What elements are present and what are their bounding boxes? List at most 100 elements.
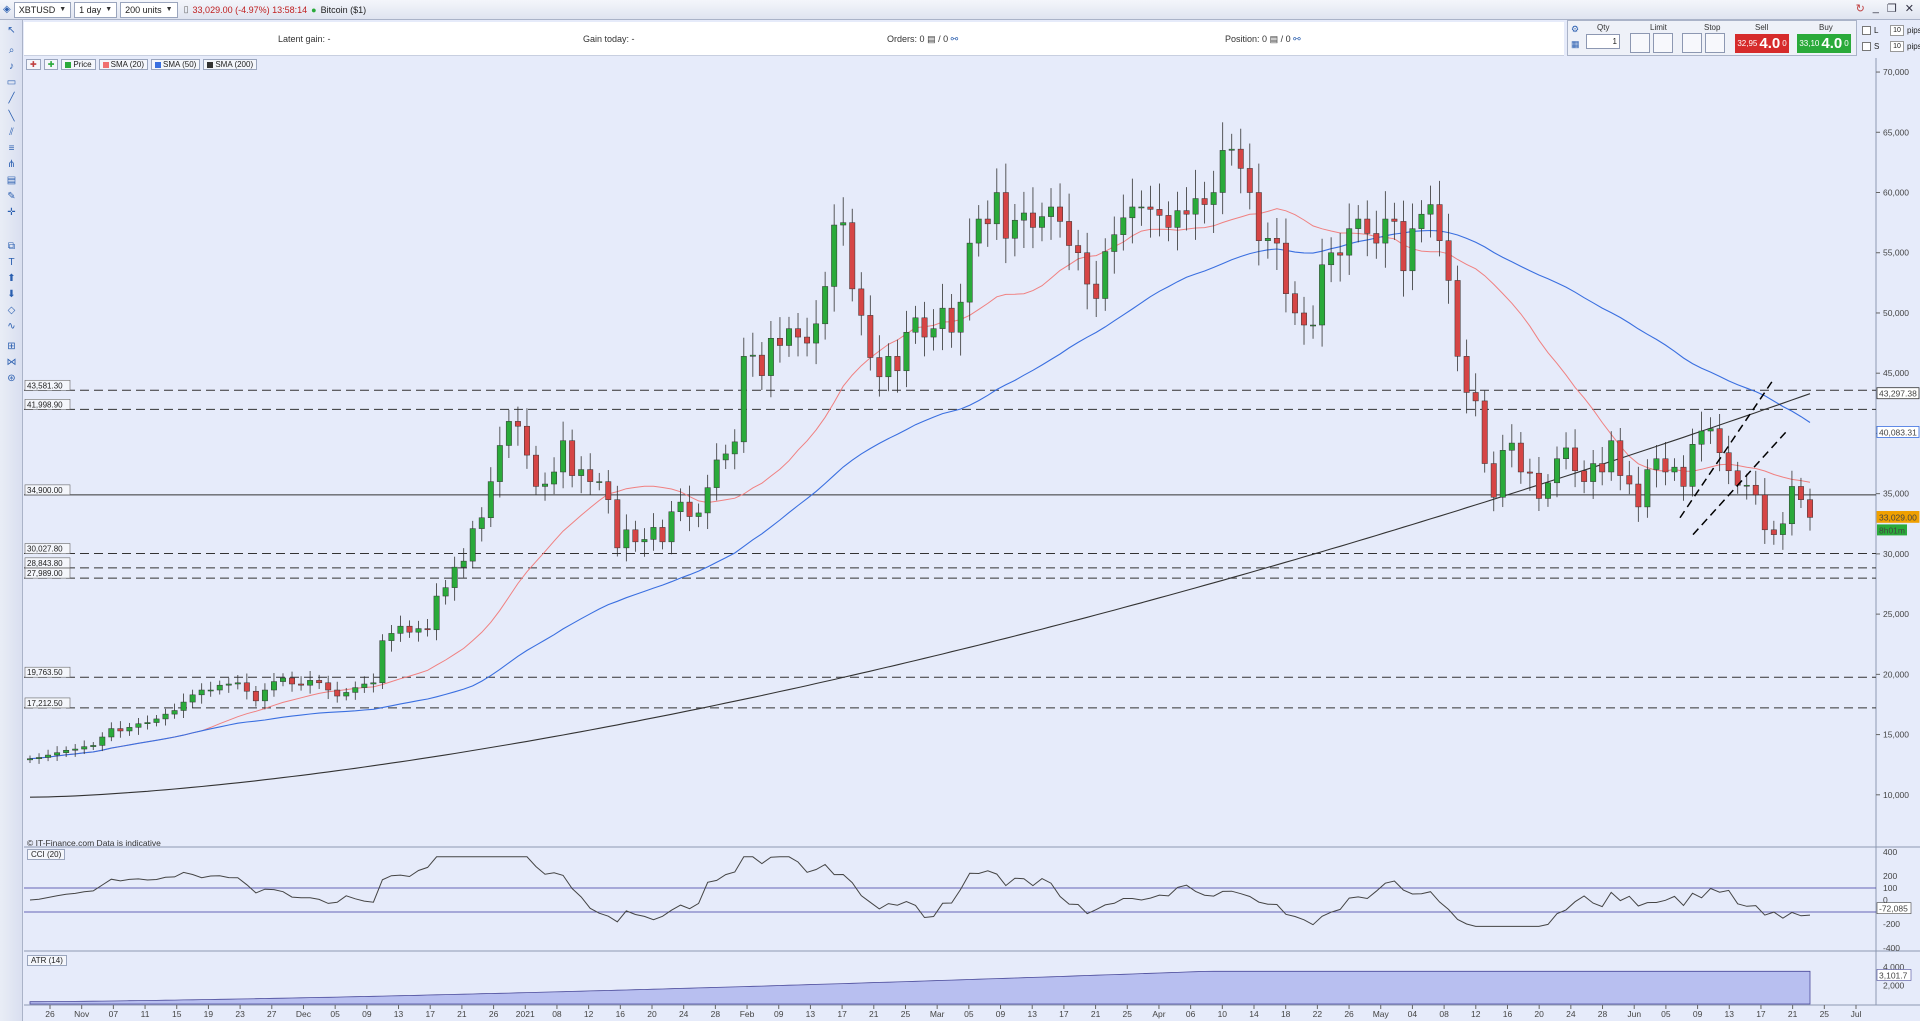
account-info-row: Latent gain: - Gain today: - Orders: 0 ▤… xyxy=(24,22,1564,56)
legend-price[interactable]: Price xyxy=(61,59,96,70)
y-tick-label: 25,000 xyxy=(1883,609,1909,619)
position-value: 0 xyxy=(1262,34,1268,44)
pitchfork-icon[interactable]: ⋔ xyxy=(7,159,16,170)
l-checkbox[interactable] xyxy=(1862,25,1871,35)
minimize-icon[interactable]: _ xyxy=(1872,2,1879,14)
orders-link-icon[interactable]: ⚯ xyxy=(950,34,959,44)
candle-up xyxy=(271,681,277,691)
candle-down xyxy=(1165,215,1172,228)
candle-down xyxy=(569,440,576,476)
fibonacci-icon[interactable]: ≡ xyxy=(8,143,15,154)
candle-up xyxy=(930,328,937,338)
sma50-line xyxy=(29,229,1811,760)
orders-list-icon[interactable]: ▤ xyxy=(927,34,936,44)
candle-up xyxy=(397,625,404,634)
arrow-up-icon[interactable]: ⬆ xyxy=(7,273,16,284)
stop-sell-button[interactable] xyxy=(1705,33,1725,53)
limit-sell-button[interactable] xyxy=(1653,33,1673,53)
sell-button[interactable]: 32,95 4.0 0 xyxy=(1735,34,1789,53)
buy-label: Buy xyxy=(1819,23,1833,32)
x-tick-label: 20 xyxy=(1534,1009,1544,1019)
candle-up xyxy=(379,640,386,684)
s-pips-input[interactable]: 10 xyxy=(1890,40,1904,52)
channel-line xyxy=(1679,381,1773,519)
candle-up xyxy=(162,713,169,720)
zoom-icon[interactable]: ⌕ xyxy=(8,45,15,56)
price-tag-label: 43,297.38 xyxy=(1879,389,1917,399)
limit-buy-button[interactable] xyxy=(1630,33,1650,53)
qty-input[interactable]: 1 xyxy=(1586,34,1620,49)
x-tick-label: 17 xyxy=(425,1009,435,1019)
crosshair-icon[interactable]: ✛ xyxy=(7,207,16,218)
level-label-box xyxy=(24,666,71,678)
channel-icon[interactable]: ⫽ xyxy=(9,127,14,138)
buy-button[interactable]: 33,10 4.0 0 xyxy=(1797,34,1851,53)
candle-down xyxy=(776,338,783,346)
units-select[interactable]: 200 units ▼ xyxy=(120,1,178,18)
trade-settings-icon[interactable]: ⚙ xyxy=(1571,24,1580,34)
candle-up xyxy=(216,684,223,691)
pointer-icon[interactable]: ↖ xyxy=(7,25,16,36)
candle-down xyxy=(1472,392,1479,402)
x-tick-label: 27 xyxy=(267,1009,277,1019)
arrow-down-icon[interactable]: ⬇ xyxy=(7,289,16,300)
trendline-icon[interactable]: ╱ xyxy=(8,93,15,104)
restore-icon[interactable]: ❐ xyxy=(1886,3,1897,15)
level-label: 28,843.80 xyxy=(27,559,63,568)
chevron-down-icon: ▼ xyxy=(105,6,113,13)
text-icon[interactable]: T xyxy=(8,257,15,268)
chevron-down-icon: ▼ xyxy=(59,6,67,13)
shapes-icon[interactable]: ◇ xyxy=(7,305,16,316)
magnet-icon[interactable]: ⊛ xyxy=(7,373,16,384)
close-icon[interactable]: ✕ xyxy=(1904,3,1914,15)
legend-add-icon[interactable]: ✚ xyxy=(26,59,41,70)
candle-up xyxy=(1228,148,1235,151)
candle-down xyxy=(849,222,856,290)
pattern-icon[interactable]: ⋈ xyxy=(6,357,17,368)
position-slash: / 0 xyxy=(1280,34,1291,44)
x-tick-label: 05 xyxy=(330,1009,340,1019)
legend-swatch xyxy=(102,61,109,68)
copy-icon[interactable]: ⧉ xyxy=(7,241,16,252)
candle-up xyxy=(108,728,115,738)
position-link-icon[interactable]: ⚯ xyxy=(1293,34,1301,44)
ruler-icon[interactable]: ▭ xyxy=(6,77,17,88)
l-pips-input[interactable]: 10 xyxy=(1890,24,1904,36)
timeframe-select[interactable]: 1 day ▼ xyxy=(74,1,118,18)
atr-label[interactable]: ATR (14) xyxy=(27,955,67,966)
stop-buy-button[interactable] xyxy=(1682,33,1702,53)
cci-tick-label: -200 xyxy=(1883,919,1900,929)
position-label: Position: xyxy=(1225,34,1260,44)
candle-down xyxy=(614,499,621,549)
indicator-icon[interactable]: ⊞ xyxy=(7,341,16,352)
candle-down xyxy=(1517,442,1524,473)
candle-up xyxy=(1355,218,1362,229)
alert-bell-icon[interactable]: ♪ xyxy=(9,61,14,72)
legend-sma20[interactable]: SMA (20) xyxy=(98,59,148,70)
candle-up xyxy=(641,539,648,543)
pen-icon[interactable]: ✎ xyxy=(7,191,16,202)
legend-add-indicator-icon[interactable]: ✚ xyxy=(43,59,59,70)
legend-sma200[interactable]: SMA (200) xyxy=(203,59,258,70)
s-checkbox[interactable] xyxy=(1862,41,1871,51)
cci-line xyxy=(29,856,1811,927)
eraser-icon[interactable]: ▤ xyxy=(6,175,17,186)
instrument-select[interactable]: XBTUSD ▼ xyxy=(13,1,72,18)
refresh-icon[interactable]: ↻ xyxy=(1855,3,1865,15)
position-list-icon[interactable]: ▤ xyxy=(1269,34,1279,44)
candle-down xyxy=(1436,204,1443,241)
candle-up xyxy=(207,689,214,692)
candle-up xyxy=(713,459,720,488)
candle-down xyxy=(1481,400,1488,464)
x-tick-label: 08 xyxy=(1439,1009,1449,1019)
candle-up xyxy=(1608,440,1615,473)
candle-up xyxy=(1382,218,1389,244)
wave-icon[interactable]: ∿ xyxy=(7,321,16,332)
ray-icon[interactable]: ╲ xyxy=(8,111,15,122)
calculator-icon[interactable]: ▦ xyxy=(1571,39,1580,49)
candle-up xyxy=(1210,192,1217,205)
cci-label[interactable]: CCI (20) xyxy=(27,849,66,860)
legend-sma50[interactable]: SMA (50) xyxy=(150,59,201,70)
qty-label: Qty xyxy=(1597,23,1610,32)
